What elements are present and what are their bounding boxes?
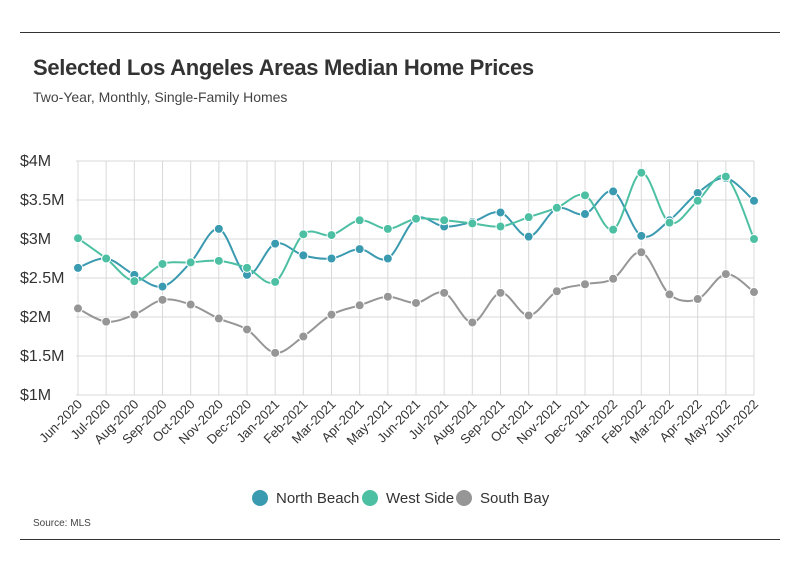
legend-marker-north-beach <box>252 490 268 506</box>
data-point-north-beach <box>608 186 619 197</box>
data-point-south-bay <box>298 331 309 342</box>
data-point-south-bay <box>382 291 393 302</box>
data-point-south-bay <box>720 269 731 280</box>
data-point-west-side <box>692 195 703 206</box>
data-point-west-side <box>270 276 281 287</box>
gridlines <box>76 160 755 396</box>
data-point-west-side <box>242 262 252 273</box>
data-point-west-side <box>720 171 731 182</box>
data-point-west-side <box>467 218 478 229</box>
bottom-rule <box>20 539 780 540</box>
data-point-west-side <box>411 213 421 224</box>
data-point-south-bay <box>326 309 337 320</box>
data-point-west-side <box>580 190 590 201</box>
data-point-north-beach <box>213 223 224 234</box>
data-point-west-side <box>101 253 112 264</box>
data-point-south-bay <box>523 310 534 321</box>
data-point-south-bay <box>664 289 675 300</box>
data-point-west-side <box>185 257 196 268</box>
y-tick-label: $3M <box>20 231 51 248</box>
chart-title: Selected Los Angeles Areas Median Home P… <box>33 55 534 80</box>
legend: North Beach West Side South Bay <box>252 490 550 507</box>
data-point-north-beach <box>580 209 590 220</box>
data-point-west-side <box>73 233 83 244</box>
data-point-south-bay <box>101 316 112 327</box>
source-note: Source: MLS <box>33 518 91 529</box>
data-point-south-bay <box>580 279 590 290</box>
data-point-south-bay <box>185 299 196 310</box>
data-point-south-bay <box>157 294 168 305</box>
data-point-south-bay <box>749 287 759 298</box>
x-axis-ticks: Jun-2020Jul-2020Aug-2020Sep-2020Oct-2020… <box>36 397 761 448</box>
data-point-north-beach <box>495 207 506 218</box>
top-rule <box>20 32 780 33</box>
data-point-south-bay <box>692 294 703 305</box>
data-point-north-beach <box>270 238 281 249</box>
data-point-south-bay <box>636 247 647 258</box>
y-tick-label: $2M <box>20 309 51 326</box>
data-point-north-beach <box>73 262 83 273</box>
data-point-west-side <box>636 167 647 178</box>
data-point-south-bay <box>73 303 83 314</box>
data-point-south-bay <box>213 313 224 324</box>
data-point-west-side <box>354 215 365 226</box>
data-point-west-side <box>129 276 140 287</box>
data-point-west-side <box>551 202 562 213</box>
y-axis-ticks: $1M $1.5M $2M $2.5M $3M $3.5M $4M <box>20 153 64 404</box>
data-point-south-bay <box>467 317 478 328</box>
series-points <box>73 167 759 358</box>
data-point-south-bay <box>270 347 281 358</box>
data-point-west-side <box>298 229 309 240</box>
data-point-south-bay <box>495 287 506 298</box>
data-point-north-beach <box>636 230 647 241</box>
data-point-north-beach <box>523 231 534 242</box>
data-point-south-bay <box>551 286 562 297</box>
data-point-west-side <box>326 230 337 241</box>
data-point-west-side <box>495 221 506 232</box>
data-point-south-bay <box>439 287 450 298</box>
data-point-south-bay <box>411 297 421 308</box>
y-tick-label: $1M <box>20 387 51 404</box>
data-point-west-side <box>439 215 450 226</box>
data-point-west-side <box>749 234 759 244</box>
y-tick-label: $1.5M <box>20 348 64 365</box>
data-point-west-side <box>157 258 168 269</box>
data-point-west-side <box>608 224 619 235</box>
data-point-north-beach <box>749 195 759 206</box>
data-point-west-side <box>382 223 393 234</box>
legend-label-south-bay: South Bay <box>480 490 550 507</box>
data-point-north-beach <box>326 253 337 264</box>
data-point-south-bay <box>129 309 140 320</box>
data-point-south-bay <box>242 324 252 335</box>
data-point-south-bay <box>354 300 365 311</box>
y-tick-label: $2.5M <box>20 270 64 287</box>
legend-label-west-side: West Side <box>386 490 454 507</box>
chart-subtitle: Two-Year, Monthly, Single-Family Homes <box>33 89 288 105</box>
y-tick-label: $3.5M <box>20 192 64 209</box>
data-point-north-beach <box>382 253 393 264</box>
data-point-north-beach <box>157 281 168 292</box>
data-point-west-side <box>523 212 534 223</box>
legend-marker-west-side <box>362 490 378 506</box>
legend-label-north-beach: North Beach <box>276 490 359 507</box>
data-point-north-beach <box>298 250 309 261</box>
data-point-west-side <box>664 217 675 228</box>
legend-marker-south-bay <box>456 490 472 506</box>
data-point-south-bay <box>608 273 619 284</box>
data-point-north-beach <box>354 244 365 255</box>
y-tick-label: $4M <box>20 153 51 170</box>
data-point-west-side <box>213 255 224 266</box>
